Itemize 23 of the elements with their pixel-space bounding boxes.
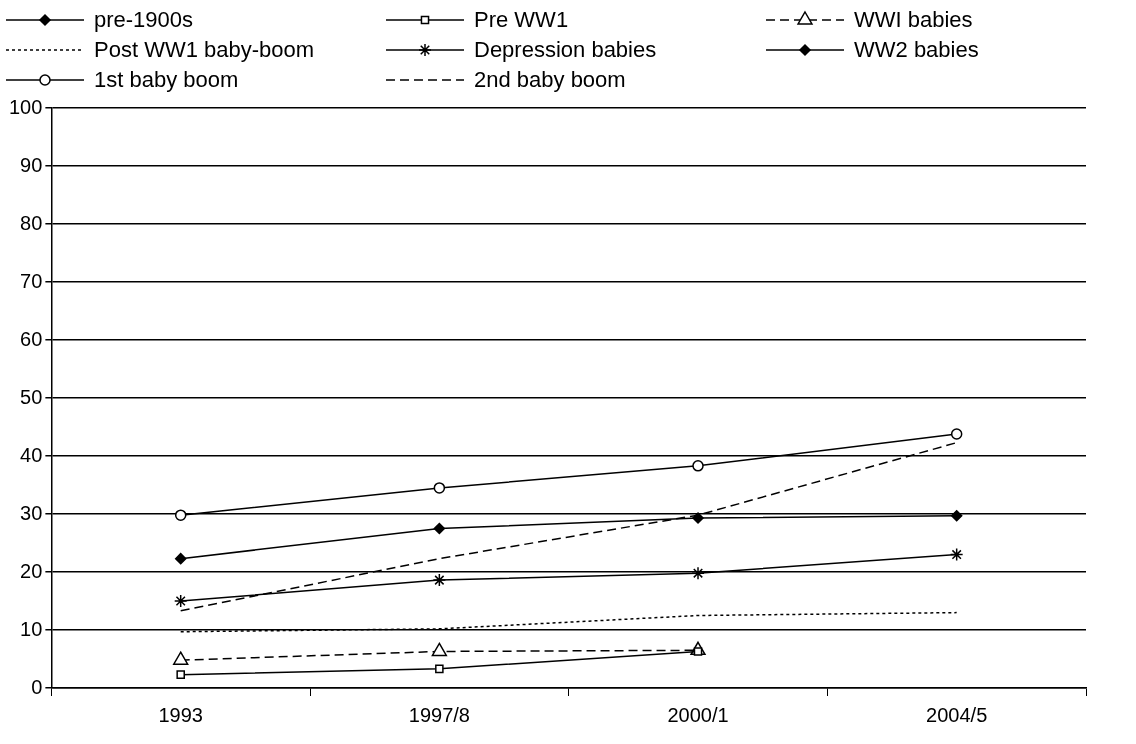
- legend-label: Post WW1 baby-boom: [94, 37, 315, 63]
- legend-label: Depression babies: [474, 37, 657, 63]
- legend-label: WW2 babies: [854, 37, 979, 63]
- legend-label: pre-1900s: [94, 7, 194, 33]
- y-tick-label: 80: [20, 211, 43, 234]
- y-tick-label: 70: [20, 269, 43, 292]
- y-tick-label: 60: [20, 327, 43, 350]
- legend-label: 1st baby boom: [94, 67, 239, 93]
- y-tick-label: 90: [20, 153, 43, 176]
- y-tick-label: 50: [20, 385, 43, 408]
- y-tick-label: 20: [20, 559, 43, 582]
- legend-label: WWI babies: [854, 7, 973, 33]
- y-tick-label: 40: [20, 443, 43, 466]
- x-tick-label: 1997/8: [408, 703, 470, 726]
- x-tick-label: 2000/1: [667, 703, 729, 726]
- legend-label: Pre WW1: [474, 7, 569, 33]
- x-tick-label: 1993: [158, 703, 203, 726]
- y-tick-label: 100: [8, 95, 43, 118]
- legend-label: 2nd baby boom: [474, 67, 626, 93]
- x-tick-label: 2004/5: [926, 703, 988, 726]
- y-tick-label: 0: [31, 675, 43, 698]
- y-tick-label: 10: [20, 617, 43, 640]
- y-tick-label: 30: [20, 501, 43, 524]
